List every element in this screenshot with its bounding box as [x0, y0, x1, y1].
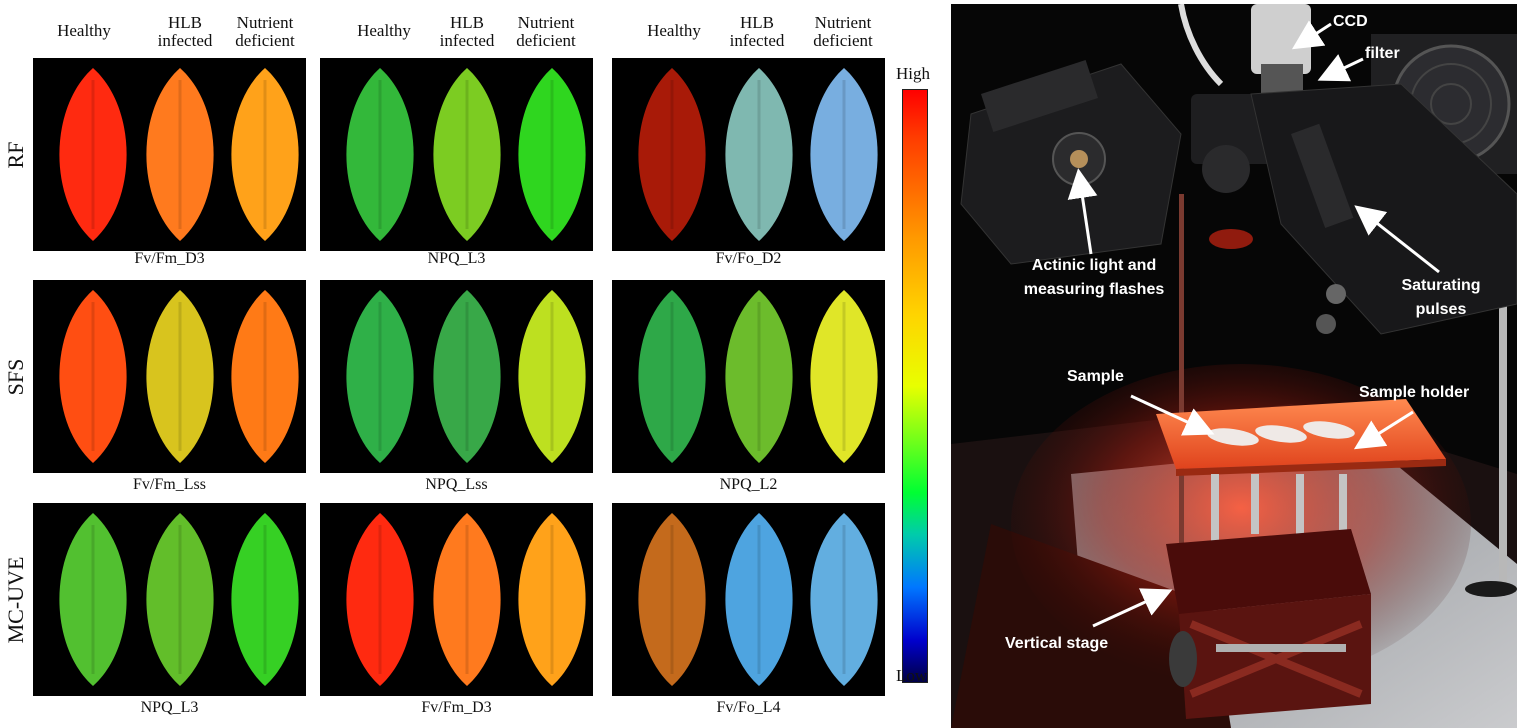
panel-caption: Fv/Fm_D3 — [421, 699, 492, 716]
leaf-panel — [612, 280, 885, 473]
leaf-shape — [725, 68, 793, 241]
annotation-saturating-line2: pulses — [1415, 301, 1467, 318]
column-header-line1: HLB — [168, 13, 202, 32]
column-header-line2: infected — [729, 31, 785, 50]
panel-caption: NPQ_Lss — [425, 476, 488, 493]
annotation-saturating-line1: Saturating — [1401, 277, 1481, 294]
annotation-saturating-pulses: Saturating pulses — [1381, 274, 1501, 322]
leaf-shape — [346, 513, 414, 686]
chlorophyll-fluorescence-figure: Healthy HLB infected Nutrient deficient … — [3, 14, 944, 717]
column-header-line1: HLB — [450, 13, 484, 32]
leaf-panel — [33, 58, 306, 251]
colorbar-low-label: Low — [896, 666, 928, 685]
colorbar-high-label: High — [896, 64, 930, 83]
panel-caption: Fv/Fm_D3 — [134, 250, 205, 267]
leaf-shape — [231, 513, 299, 686]
annotation-filter: filter — [1365, 45, 1400, 62]
leaf-shape — [810, 290, 878, 463]
row-label-rf: RF — [3, 141, 28, 169]
column-header-line1: Healthy — [57, 21, 111, 40]
leaf-image — [59, 290, 299, 463]
annotation-actinic-light: Actinic light and measuring flashes — [999, 254, 1189, 302]
leaf-panel — [33, 503, 306, 696]
leaf-shape — [231, 68, 299, 241]
leaf-image — [59, 68, 299, 241]
annotation-sample: Sample — [1067, 368, 1124, 385]
annotation-sample-holder: Sample holder — [1359, 384, 1470, 401]
colorbar: High Low — [896, 64, 944, 694]
leaf-shape — [638, 290, 706, 463]
leaf-image — [346, 513, 586, 686]
column-header-line2: infected — [439, 31, 495, 50]
leaf-image — [59, 513, 299, 686]
column-header: Healthy — [352, 22, 416, 40]
column-header-line2: infected — [157, 31, 213, 50]
leaf-shape — [146, 513, 214, 686]
column-header: Healthy — [642, 22, 706, 40]
column-header-line2: deficient — [813, 31, 873, 50]
column-header-line1: Nutrient — [236, 13, 294, 32]
leaf-shape — [231, 290, 299, 463]
panel-caption: NPQ_L2 — [719, 476, 778, 493]
column-header-line1: Healthy — [357, 21, 411, 40]
leaf-shape — [518, 513, 586, 686]
leaf-shape — [810, 513, 878, 686]
column-header-line1: Nutrient — [814, 13, 872, 32]
leaf-shape — [725, 513, 793, 686]
panel-caption: NPQ_L3 — [427, 250, 486, 267]
column-header: Nutrient deficient — [225, 14, 305, 50]
leaf-shape — [433, 513, 501, 686]
annotation-ccd: CCD — [1333, 13, 1368, 30]
colorbar-gradient — [902, 89, 928, 683]
column-header-line2: deficient — [235, 31, 295, 50]
row-label-sfs: SFS — [3, 358, 28, 396]
leaf-panel — [612, 58, 885, 251]
leaf-shape — [518, 68, 586, 241]
leaf-image — [638, 513, 878, 686]
column-header-line1: Nutrient — [517, 13, 575, 32]
leaf-shape — [146, 290, 214, 463]
leaf-shape — [346, 290, 414, 463]
column-header: HLB infected — [432, 14, 502, 50]
column-header: Healthy — [52, 22, 116, 40]
leaf-panel — [612, 503, 885, 696]
leaf-panel — [320, 280, 593, 473]
annotation-actinic-line2: measuring flashes — [1023, 281, 1165, 298]
row-label-mc-uve: MC-UVE — [3, 556, 28, 644]
leaf-panel — [320, 58, 593, 251]
leaf-shape — [810, 68, 878, 241]
leaf-panel — [320, 503, 593, 696]
leaf-image — [346, 68, 586, 241]
column-header-line1: Healthy — [647, 21, 701, 40]
leaf-shape — [346, 68, 414, 241]
column-header: Nutrient deficient — [506, 14, 586, 50]
leaf-panel — [33, 280, 306, 473]
annotation-actinic-line1: Actinic light and — [1031, 257, 1157, 274]
leaf-shape — [59, 290, 127, 463]
panel-caption: Fv/Fm_Lss — [133, 476, 206, 493]
setup-illustration — [951, 4, 1517, 728]
panel-caption: Fv/Fo_L4 — [716, 699, 781, 716]
leaf-image — [638, 290, 878, 463]
column-header: HLB infected — [150, 14, 220, 50]
imaging-setup-photo: CCD filter Actinic light and measuring f… — [951, 4, 1517, 728]
leaf-shape — [433, 290, 501, 463]
leaf-shape — [59, 68, 127, 241]
column-header: Nutrient deficient — [803, 14, 883, 50]
column-header-line2: deficient — [516, 31, 576, 50]
leaf-image — [346, 290, 586, 463]
annotation-vertical-stage: Vertical stage — [1005, 635, 1109, 652]
leaf-shape — [59, 513, 127, 686]
leaf-image — [638, 68, 878, 241]
leaf-shape — [433, 68, 501, 241]
leaf-shape — [725, 290, 793, 463]
panel-caption: NPQ_L3 — [140, 699, 199, 716]
column-header: HLB infected — [722, 14, 792, 50]
panel-caption: Fv/Fo_D2 — [715, 250, 782, 267]
leaf-shape — [518, 290, 586, 463]
column-header-line1: HLB — [740, 13, 774, 32]
leaf-shape — [638, 513, 706, 686]
leaf-shape — [638, 68, 706, 241]
leaf-shape — [146, 68, 214, 241]
